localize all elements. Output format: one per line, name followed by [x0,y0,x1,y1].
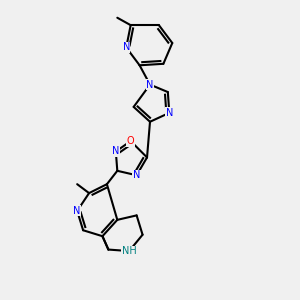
Text: N: N [74,206,81,216]
Text: N: N [166,108,173,118]
Text: O: O [127,136,134,146]
Text: N: N [122,43,130,52]
Text: NH: NH [122,246,136,256]
Text: N: N [133,170,140,180]
Text: N: N [112,146,119,157]
Text: N: N [146,80,154,90]
